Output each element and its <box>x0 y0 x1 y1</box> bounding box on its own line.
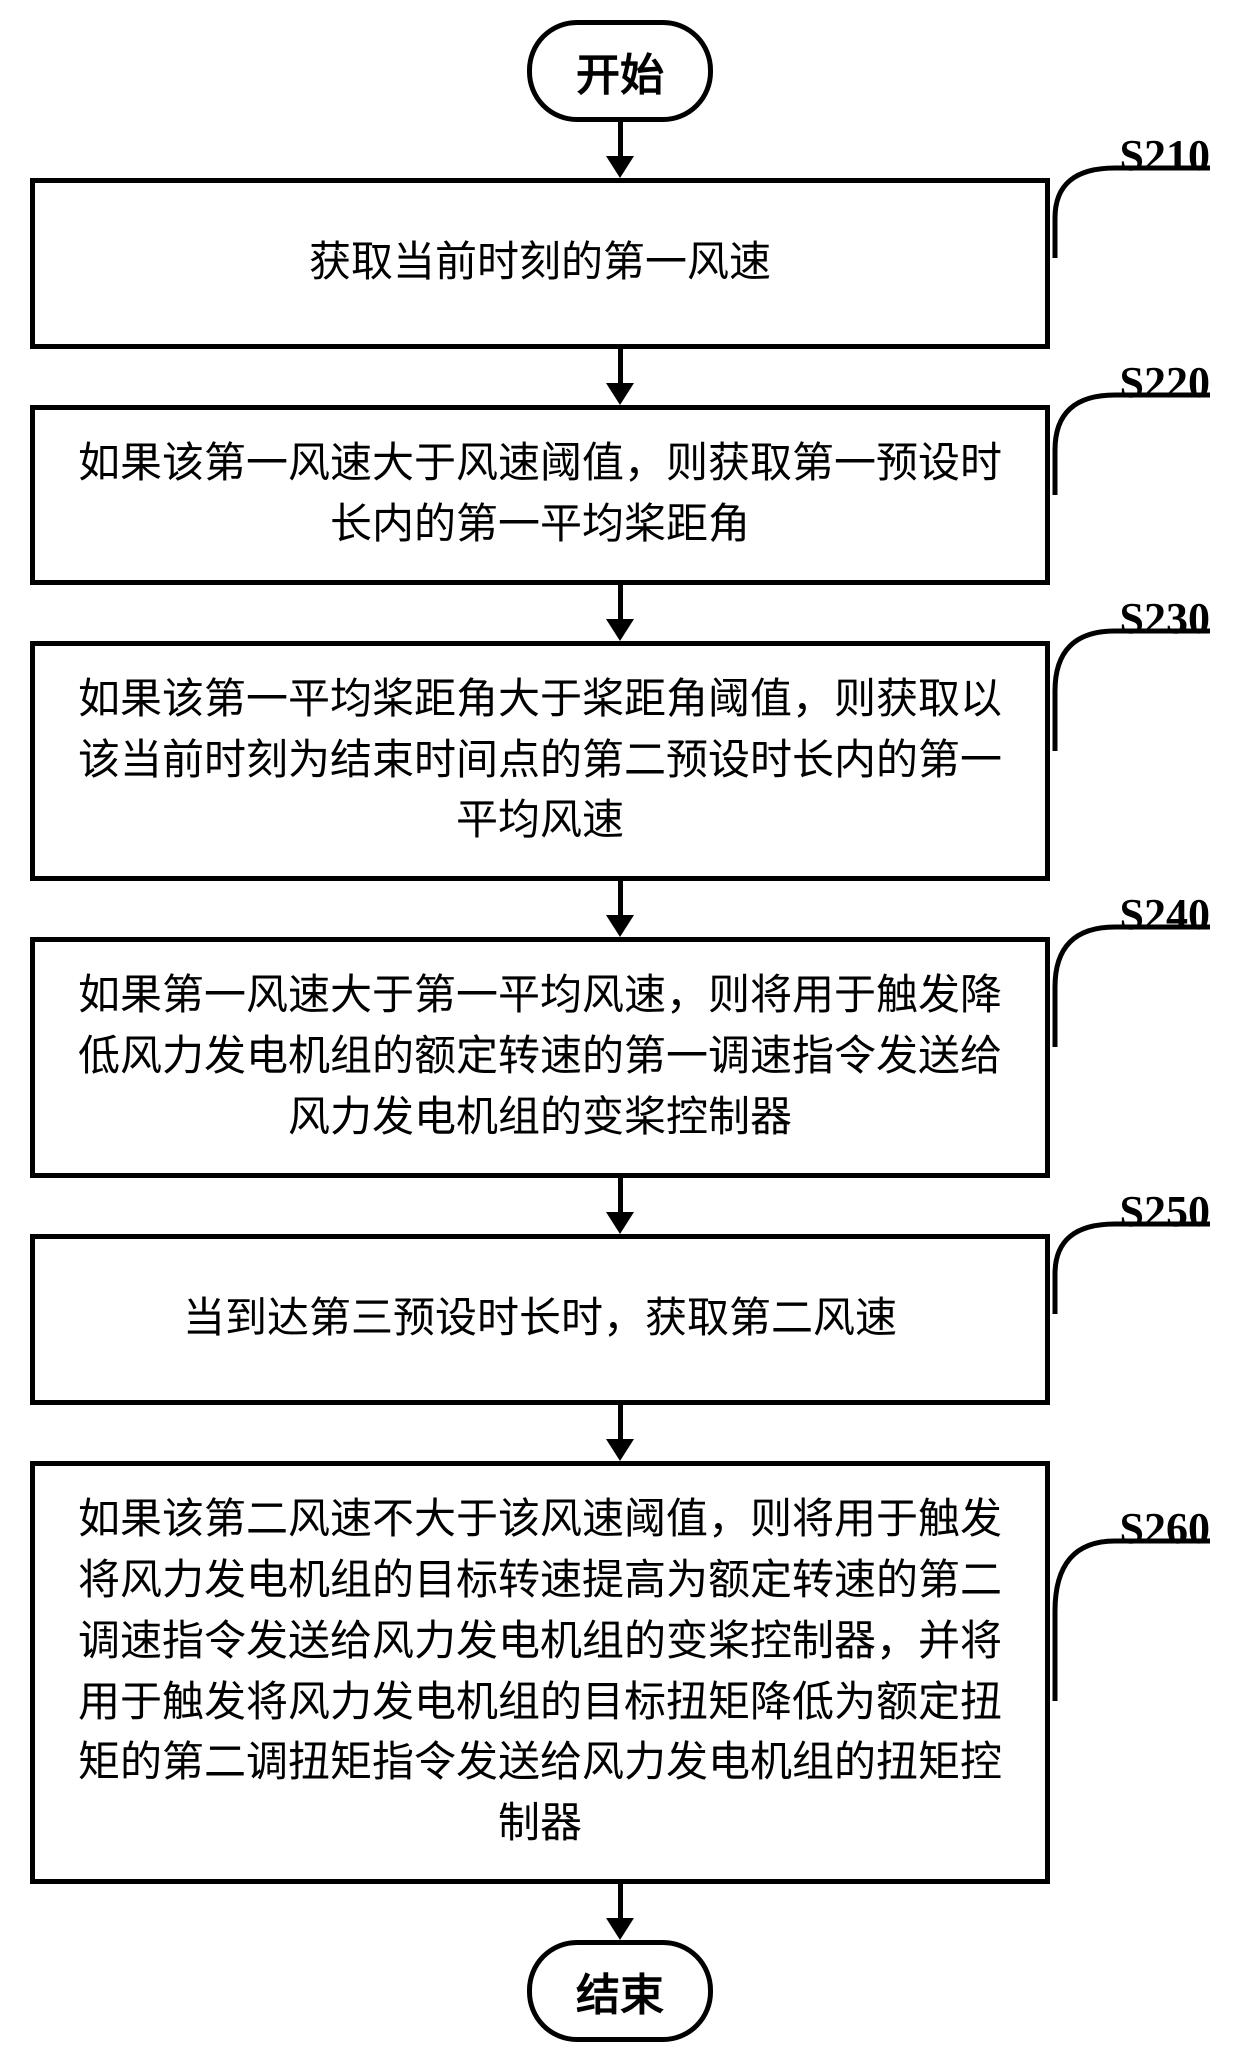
arrow <box>617 1405 623 1461</box>
arrow <box>617 1884 623 1940</box>
arrow <box>617 122 623 178</box>
process-box: 如果该第二风速不大于该风速阈值，则将用于触发将风力发电机组的目标转速提高为额定转… <box>30 1461 1050 1884</box>
arrow <box>617 881 623 937</box>
arrow <box>617 585 623 641</box>
process-box: 如果该第一风速大于风速阈值，则获取第一预设时长内的第一平均桨距角 <box>30 405 1050 585</box>
terminal-end: 结束 <box>527 1940 713 2042</box>
label-column: S260 <box>1050 1461 1210 1884</box>
step-row: 如果该第二风速不大于该风速阈值，则将用于触发将风力发电机组的目标转速提高为额定转… <box>30 1461 1210 1884</box>
step-row: 当到达第三预设时长时，获取第二风速 S250 <box>30 1234 1210 1405</box>
step-label: S260 <box>1120 1503 1210 1554</box>
process-box: 如果第一风速大于第一平均风速，则将用于触发降低风力发电机组的额定转速的第一调速指… <box>30 937 1050 1178</box>
label-column: S250 <box>1050 1234 1210 1405</box>
step-label: S240 <box>1120 889 1210 940</box>
step-label: S220 <box>1120 357 1210 408</box>
arrow <box>617 349 623 405</box>
label-column: S220 <box>1050 405 1210 585</box>
process-box: 如果该第一平均桨距角大于桨距角阈值，则获取以该当前时刻为结束时间点的第二预设时长… <box>30 641 1050 882</box>
terminal-start: 开始 <box>527 20 713 122</box>
process-box: 当到达第三预设时长时，获取第二风速 <box>30 1234 1050 1405</box>
label-column: S230 <box>1050 641 1210 882</box>
step-row: 如果该第一风速大于风速阈值，则获取第一预设时长内的第一平均桨距角 S220 <box>30 405 1210 585</box>
connector-curve <box>1045 1531 1215 1711</box>
label-column: S210 <box>1050 178 1210 349</box>
step-label: S250 <box>1120 1186 1210 1237</box>
process-box: 获取当前时刻的第一风速 <box>30 178 1050 349</box>
arrow <box>617 1178 623 1234</box>
step-row: 如果第一风速大于第一平均风速，则将用于触发降低风力发电机组的额定转速的第一调速指… <box>30 937 1210 1178</box>
step-label: S210 <box>1120 130 1210 181</box>
label-column: S240 <box>1050 937 1210 1178</box>
step-row: 获取当前时刻的第一风速 S210 <box>30 178 1210 349</box>
step-row: 如果该第一平均桨距角大于桨距角阈值，则获取以该当前时刻为结束时间点的第二预设时长… <box>30 641 1210 882</box>
step-label: S230 <box>1120 593 1210 644</box>
flowchart-container: 开始 获取当前时刻的第一风速 S210 如果该第一风速大于风速阈值，则获取第一预… <box>30 20 1210 2042</box>
